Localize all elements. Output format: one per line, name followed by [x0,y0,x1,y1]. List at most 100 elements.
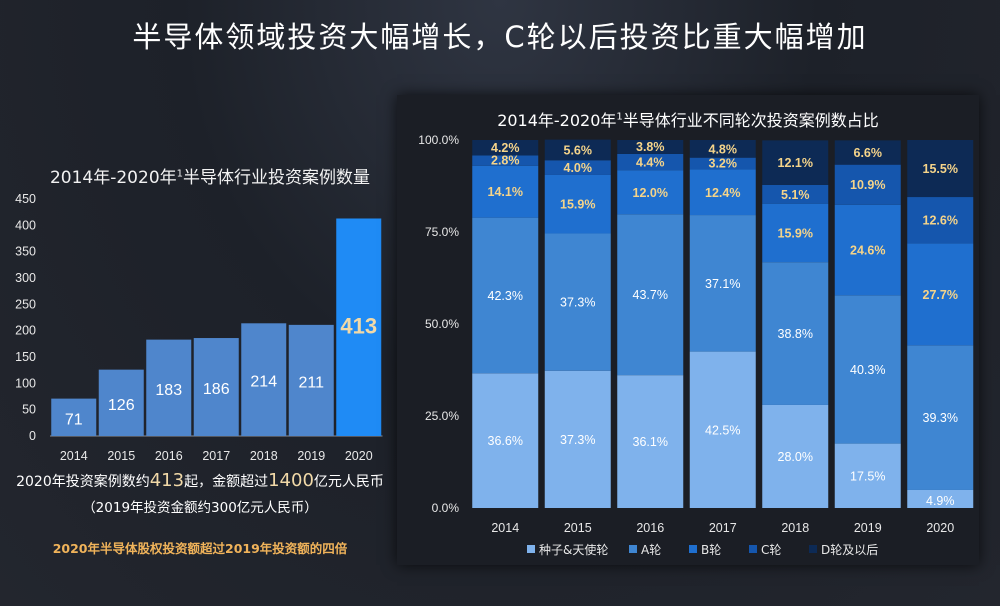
segment-value-label: 6.6% [854,146,883,160]
bar [98,369,144,436]
y-tick-label: 350 [15,245,36,259]
bar [241,323,287,436]
stack-segment [544,160,611,175]
bar-value-label: 186 [203,381,230,398]
stack-segment [544,370,611,508]
stack-segment [689,169,756,216]
stack-segment [762,203,829,263]
x-tick-label: 2014 [60,449,88,463]
summary-note: 2020年投资案例数约413起，金额超过1400亿元人民币 [0,470,400,491]
stack-segment [907,140,974,198]
segment-value-label: 42.3% [488,289,523,303]
slide-title: 半导体领域投资大幅增长，C轮以后投资比重大幅增加 [132,20,868,54]
legend-label: 种子&天使轮 [539,542,608,557]
segment-value-label: 10.9% [850,178,885,192]
stack-segment [617,214,684,376]
note-prefix: 2020年投资案例数约 [16,474,150,490]
note-mid: 起，金额超过 [184,474,269,490]
bar-value-label: 183 [155,382,182,399]
y-tick-label: 50.0% [425,317,459,331]
segment-value-label: 4.2% [491,141,520,155]
stack-segment [907,243,974,346]
segment-value-label: 4.0% [564,161,593,175]
stack-segment [689,140,756,158]
segment-value-label: 43.7% [633,288,668,302]
y-tick-label: 400 [15,218,36,232]
segment-value-label: 24.6% [850,244,885,258]
stack-segment [472,373,539,508]
stack-segment [617,153,684,171]
stack-segment [472,217,539,374]
bar [336,218,382,436]
bar [51,398,97,436]
bar-value-label: 211 [298,374,324,391]
segment-value-label: 27.7% [923,288,958,302]
left-bar-chart: 0 50 100 150 200 250 300 350 400 450 71 2014 126 2015… [15,192,383,463]
right-chart-title: 2014年-2020年1半导体行业不同轮次投资案例数占比 [397,107,979,131]
stack-segment [472,155,539,166]
stack-segment [907,489,974,508]
segment-value-label: 14.1% [488,185,523,199]
segment-value-label: 37.3% [560,433,595,447]
legend-label: B轮 [701,543,721,557]
stacked-bar-chart: 0.0% 25.0% 50.0% 75.0% 100.0% 36.6% 42.3% 14.1%… [418,133,974,557]
segment-value-label: 15.9% [560,198,595,212]
stack-segment [762,184,829,204]
segment-value-label: 15.9% [778,226,813,240]
x-tick-label: 2018 [250,449,278,463]
segment-value-label: 42.5% [705,423,740,437]
stack-segment [834,140,901,165]
right-chart-title-footnote: 1 [616,111,623,123]
highlight-note: 2020年半导体股权投资额超过2019年投资额的四倍 [52,541,348,556]
bar-value-label: 413 [340,313,377,338]
legend-swatch [629,545,637,553]
stack-segment [907,197,974,244]
y-tick-label: 150 [15,350,36,364]
y-tick-label: 450 [15,192,36,206]
segment-value-label: 17.5% [850,469,885,483]
stack-segment [834,443,901,508]
segment-value-label: 3.2% [709,157,738,171]
bar [288,324,334,436]
left-chart-title: 2014年-2020年1半导体行业投资案例数量 [20,163,400,188]
legend-swatch [527,545,535,553]
x-tick-label: 2017 [709,521,737,535]
segment-value-label: 36.6% [488,434,523,448]
stack-segment [472,165,539,218]
segment-value-label: 37.3% [560,296,595,310]
segment-value-label: 4.9% [926,494,955,508]
left-chart-title-footnote: 1 [176,168,184,180]
y-tick-label: 25.0% [425,409,459,423]
y-tick-label: 100 [15,376,36,390]
legend-label: C轮 [761,543,781,557]
segment-value-label: 12.4% [705,186,740,200]
bar-value-label: 71 [65,411,83,428]
stack-segment [689,215,756,352]
y-tick-label: 50 [22,403,36,417]
stack-segment [544,174,611,234]
stack-segment [617,170,684,215]
bar-value-label: 214 [250,374,277,391]
stack-segment [834,204,901,296]
left-chart-title-main: 2014年-2020年 [49,168,177,188]
segment-value-label: 37.1% [705,277,740,291]
y-tick-label: 300 [15,271,36,285]
segment-value-label: 4.4% [636,156,665,170]
note-suffix: 亿元人民币 [313,474,384,490]
note-count: 413 [149,470,185,491]
x-tick-label: 2016 [155,449,183,463]
x-tick-label: 2014 [491,521,519,535]
segment-value-label: 2.8% [491,154,520,168]
stack-segment [762,262,829,405]
segment-value-label: 15.5% [923,162,958,176]
y-tick-label: 0.0% [432,501,460,515]
x-tick-label: 2015 [564,521,592,535]
summary-note-2: （2019年投资金额约300亿元人民币） [82,500,318,516]
y-tick-label: 200 [15,324,36,338]
right-chart-title-main: 2014年-2020年 [497,111,617,130]
stack-segment [907,345,974,490]
segment-value-label: 28.0% [778,450,813,464]
x-tick-label: 2020 [345,449,373,463]
stack-segment [762,404,829,508]
stack-segment [617,375,684,508]
